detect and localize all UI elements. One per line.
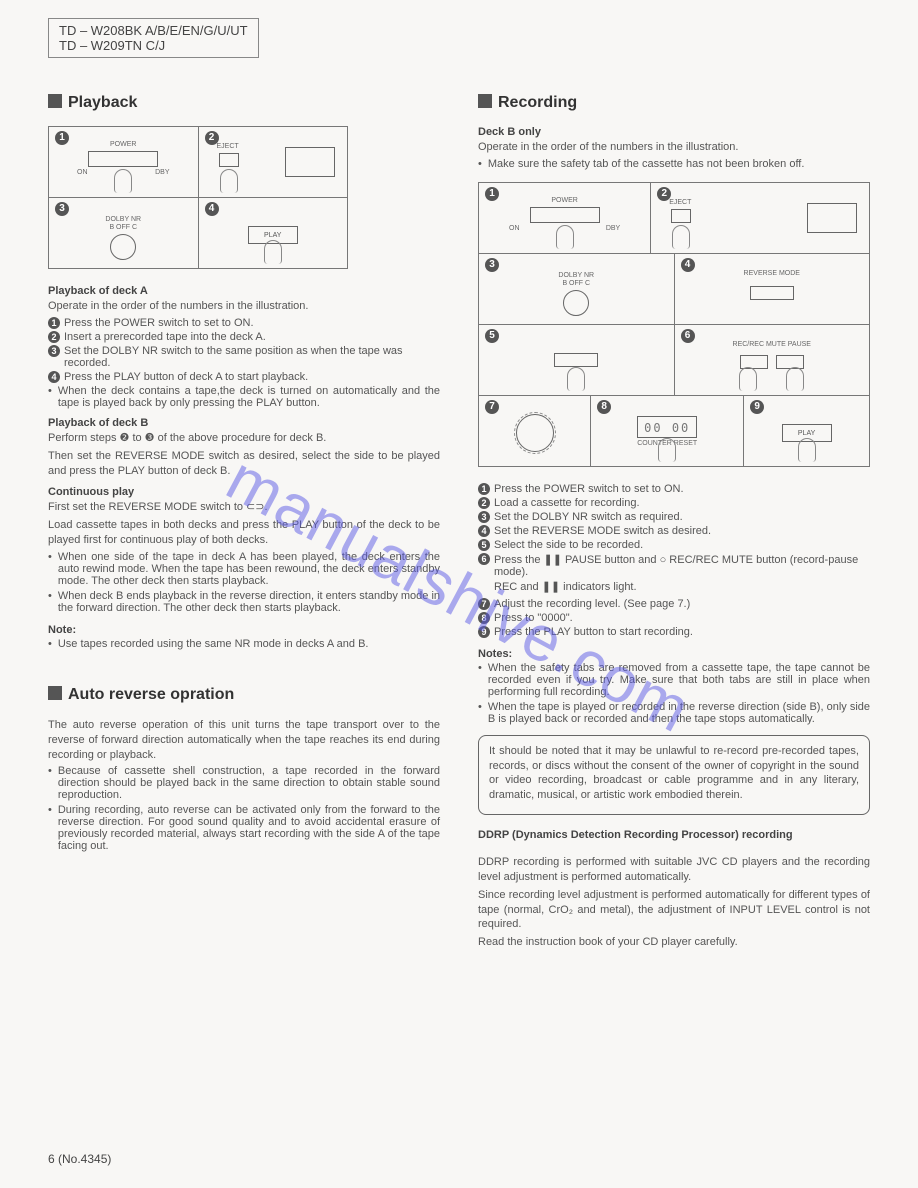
rec-step-5: 5Select the side to be recorded. bbox=[478, 539, 870, 551]
rec-step-4: 4Set the REVERSE MODE switch as desired. bbox=[478, 525, 870, 537]
deck-a-bullet: •When the deck contains a tape,the deck … bbox=[48, 385, 440, 409]
ddrp-p3: Read the instruction book of your CD pla… bbox=[478, 935, 870, 950]
rec-step-2: 2Load a cassette for recording. bbox=[478, 497, 870, 509]
rec-step-7: 7Adjust the recording level. (See page 7… bbox=[478, 598, 870, 610]
page-number: 6 (No.4345) bbox=[48, 1152, 111, 1166]
playback-diagram: 1 POWER ON DBY 2 EJECT 3 bbox=[48, 126, 348, 269]
recording-note-1: •When the safety tabs are removed from a… bbox=[478, 662, 870, 698]
recording-intro: Operate in the order of the numbers in t… bbox=[478, 140, 870, 155]
model-number-box: TD – W208BK A/B/E/EN/G/U/UT TD – W209TN … bbox=[48, 18, 259, 58]
playback-cell-4: 4 PLAY bbox=[198, 198, 348, 268]
left-column: Playback 1 POWER ON DBY 2 EJECT bbox=[48, 94, 440, 953]
continuous-bullet-2: •When deck B ends playback in the revers… bbox=[48, 590, 440, 614]
continuous-text-2: Load cassette tapes in both decks and pr… bbox=[48, 518, 440, 548]
deck-a-step-2: 2Insert a prerecorded tape into the deck… bbox=[48, 331, 440, 343]
right-column: Recording Deck B only Operate in the ord… bbox=[478, 94, 870, 953]
rec-step-8: 8Press to "0000". bbox=[478, 612, 870, 624]
recording-notes-heading: Notes: bbox=[478, 648, 870, 660]
deck-a-heading: Playback of deck A bbox=[48, 285, 440, 297]
rec-cell-9: 9 PLAY bbox=[743, 396, 869, 466]
autoreverse-heading: Auto reverse opration bbox=[48, 686, 440, 704]
playback-cell-3: 3 DOLBY NR B OFF C bbox=[49, 198, 198, 268]
recording-diagram: 1 POWER ON DBY 2 EJECT 3 bbox=[478, 182, 870, 467]
recording-note-2: •When the tape is played or recorded in … bbox=[478, 701, 870, 725]
rec-cell-4: 4 REVERSE MODE bbox=[674, 254, 870, 324]
rec-cell-2: 2 EJECT bbox=[650, 183, 869, 253]
rec-cell-7: 7 bbox=[479, 396, 590, 466]
rec-step-6: 6Press the ❚❚ PAUSE button and ○ REC/REC… bbox=[478, 553, 870, 578]
autoreverse-intro: The auto reverse operation of this unit … bbox=[48, 718, 440, 763]
recording-safety-bullet: •Make sure the safety tab of the cassett… bbox=[478, 158, 870, 170]
content-columns: Playback 1 POWER ON DBY 2 EJECT bbox=[48, 94, 870, 953]
rec-cell-1: 1 POWER ON DBY bbox=[479, 183, 650, 253]
copyright-notice: It should be noted that it may be unlawf… bbox=[478, 735, 870, 815]
deck-b-text-2: Then set the REVERSE MODE switch as desi… bbox=[48, 449, 440, 479]
deck-b-heading: Playback of deck B bbox=[48, 417, 440, 429]
model-line-1: TD – W208BK A/B/E/EN/G/U/UT bbox=[59, 23, 248, 38]
playback-cell-1: 1 POWER ON DBY bbox=[49, 127, 198, 197]
rec-step-9: 9Press the PLAY button to start recordin… bbox=[478, 626, 870, 638]
deck-a-intro: Operate in the order of the numbers in t… bbox=[48, 299, 440, 314]
rec-step-1: 1Press the POWER switch to set to ON. bbox=[478, 483, 870, 495]
rec-cell-5: 5 bbox=[479, 325, 674, 395]
continuous-heading: Continuous play bbox=[48, 486, 440, 498]
playback-note-text: •Use tapes recorded using the same NR mo… bbox=[48, 638, 440, 650]
continuous-bullet-1: •When one side of the tape in deck A has… bbox=[48, 551, 440, 587]
playback-note-heading: Note: bbox=[48, 624, 440, 636]
ddrp-p2: Since recording level adjustment is perf… bbox=[478, 888, 870, 933]
model-line-2: TD – W209TN C/J bbox=[59, 38, 248, 53]
ddrp-p1: DDRP recording is performed with suitabl… bbox=[478, 855, 870, 885]
autoreverse-bullet-1: •Because of cassette shell construction,… bbox=[48, 765, 440, 801]
ddrp-heading: DDRP (Dynamics Detection Recording Proce… bbox=[478, 829, 870, 841]
rec-cell-3: 3 DOLBY NR B OFF C bbox=[479, 254, 674, 324]
rec-step-6-line2: REC and ❚❚ indicators light. bbox=[478, 580, 870, 595]
recording-deck-b: Deck B only bbox=[478, 126, 870, 138]
autoreverse-bullet-2: •During recording, auto reverse can be a… bbox=[48, 804, 440, 852]
deck-a-step-1: 1Press the POWER switch to set to ON. bbox=[48, 317, 440, 329]
playback-cell-2: 2 EJECT bbox=[198, 127, 348, 197]
continuous-text-1: First set the REVERSE MODE switch to ⊂⊃. bbox=[48, 500, 440, 515]
rec-cell-6: 6 REC/REC MUTE PAUSE bbox=[674, 325, 870, 395]
rec-cell-8: 8 00 00 COUNTER RESET bbox=[590, 396, 743, 466]
recording-heading: Recording bbox=[478, 94, 870, 112]
rec-step-3: 3Set the DOLBY NR switch as required. bbox=[478, 511, 870, 523]
playback-heading: Playback bbox=[48, 94, 440, 112]
deck-a-step-4: 4Press the PLAY button of deck A to star… bbox=[48, 371, 440, 383]
deck-b-text-1: Perform steps ❷ to ❸ of the above proced… bbox=[48, 431, 440, 446]
deck-a-step-3: 3Set the DOLBY NR switch to the same pos… bbox=[48, 345, 440, 369]
